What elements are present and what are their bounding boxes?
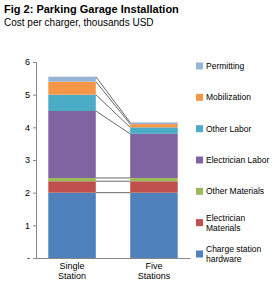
bar-segment: [48, 181, 96, 192]
bar-segment: [48, 193, 96, 258]
legend-swatch: [196, 125, 203, 132]
connector-line: [96, 77, 130, 123]
subtitle: Cost per charger, thousands USD: [4, 17, 154, 28]
y-tick-mark: [33, 62, 36, 63]
x-tick: SingleStation: [58, 258, 86, 281]
y-tick: 2: [25, 188, 36, 198]
y-tick-label: 1: [25, 221, 30, 231]
series: [48, 178, 177, 181]
bar-segment: [130, 178, 178, 181]
series: [48, 111, 177, 178]
legend-label: ElectricianMaterials: [206, 213, 245, 233]
bar-segment: [130, 193, 178, 258]
legend-item: Electrician Labor: [196, 155, 269, 165]
series: [48, 193, 177, 258]
bar-segment: [130, 124, 178, 127]
y-tick: 3: [25, 155, 36, 165]
bar-segment: [48, 178, 96, 181]
bar-segment: [48, 111, 96, 178]
y-tick-mark: [33, 225, 36, 226]
x-tick: FiveStations: [138, 258, 171, 281]
connector-line: [96, 177, 130, 178]
plot-area: [48, 77, 177, 258]
legend-item: Other Materials: [196, 186, 264, 196]
legend-swatch: [196, 188, 203, 195]
legend-label: Charge stationhardware: [206, 244, 262, 264]
y-axis: - 1 2 3 4 5 6: [25, 57, 37, 263]
y-tick-label: 6: [25, 57, 30, 67]
series: [48, 95, 177, 134]
connector-line: [96, 82, 130, 124]
y-tick-label: 5: [25, 90, 30, 100]
title: Fig 2: Parking Garage Installation: [4, 3, 179, 15]
y-tick-label: 4: [25, 123, 30, 133]
legend-label: Electrician Labor: [206, 155, 269, 165]
y-tick-mark: [33, 95, 36, 96]
legend-item: Other Labor: [196, 124, 252, 134]
legend-label: Other Labor: [206, 124, 252, 134]
y-tick: 6: [25, 57, 36, 67]
bar-segment: [130, 122, 178, 124]
bar-segment: [130, 127, 178, 134]
connector-line: [96, 192, 130, 193]
legend-label: Other Materials: [206, 186, 264, 196]
bar-segment: [48, 82, 96, 95]
y-tick: -: [27, 253, 36, 263]
x-tick-label: FiveStations: [138, 261, 171, 281]
y-tick-mark: [33, 258, 36, 259]
legend-swatch: [196, 251, 203, 258]
series: [48, 181, 177, 192]
x-axis-line: [37, 258, 191, 259]
series: [48, 82, 177, 128]
bar-segment: [48, 77, 96, 82]
y-tick-mark: [33, 127, 36, 128]
bar-segment: [48, 95, 96, 111]
legend: Permitting Mobilization Other Labor Electri…: [196, 61, 269, 264]
y-tick: 5: [25, 90, 36, 100]
legend-item: Permitting: [196, 61, 245, 71]
legend-swatch: [196, 63, 203, 70]
legend-swatch: [196, 219, 203, 226]
y-tick-mark: [33, 193, 36, 194]
x-tick-label: SingleStation: [58, 261, 86, 281]
chart: Fig 2: Parking Garage Installation Cost p…: [0, 0, 275, 300]
y-tick: 4: [25, 123, 36, 133]
y-tick-label: 3: [25, 155, 30, 165]
legend-item: Charge stationhardware: [196, 244, 262, 264]
y-tick-label: 2: [25, 188, 30, 198]
y-axis-line: [33, 63, 37, 259]
legend-item: ElectricianMaterials: [196, 213, 245, 233]
legend-label: Mobilization: [206, 92, 251, 102]
bar-segment: [130, 181, 178, 192]
legend-swatch: [196, 157, 203, 164]
bar-segment: [130, 134, 178, 178]
series: [48, 77, 177, 124]
legend-label: Permitting: [206, 61, 245, 71]
y-tick-label: -: [27, 253, 30, 263]
connector-line: [96, 181, 130, 182]
x-axis: SingleStation FiveStations: [37, 258, 191, 281]
legend-item: Mobilization: [196, 92, 251, 102]
y-tick: 1: [25, 221, 36, 231]
legend-swatch: [196, 94, 203, 101]
y-tick-mark: [33, 160, 36, 161]
